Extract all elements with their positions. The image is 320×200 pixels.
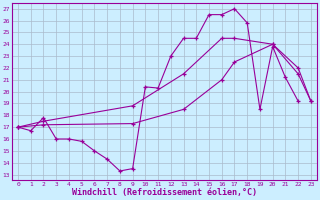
X-axis label: Windchill (Refroidissement éolien,°C): Windchill (Refroidissement éolien,°C) <box>72 188 257 197</box>
